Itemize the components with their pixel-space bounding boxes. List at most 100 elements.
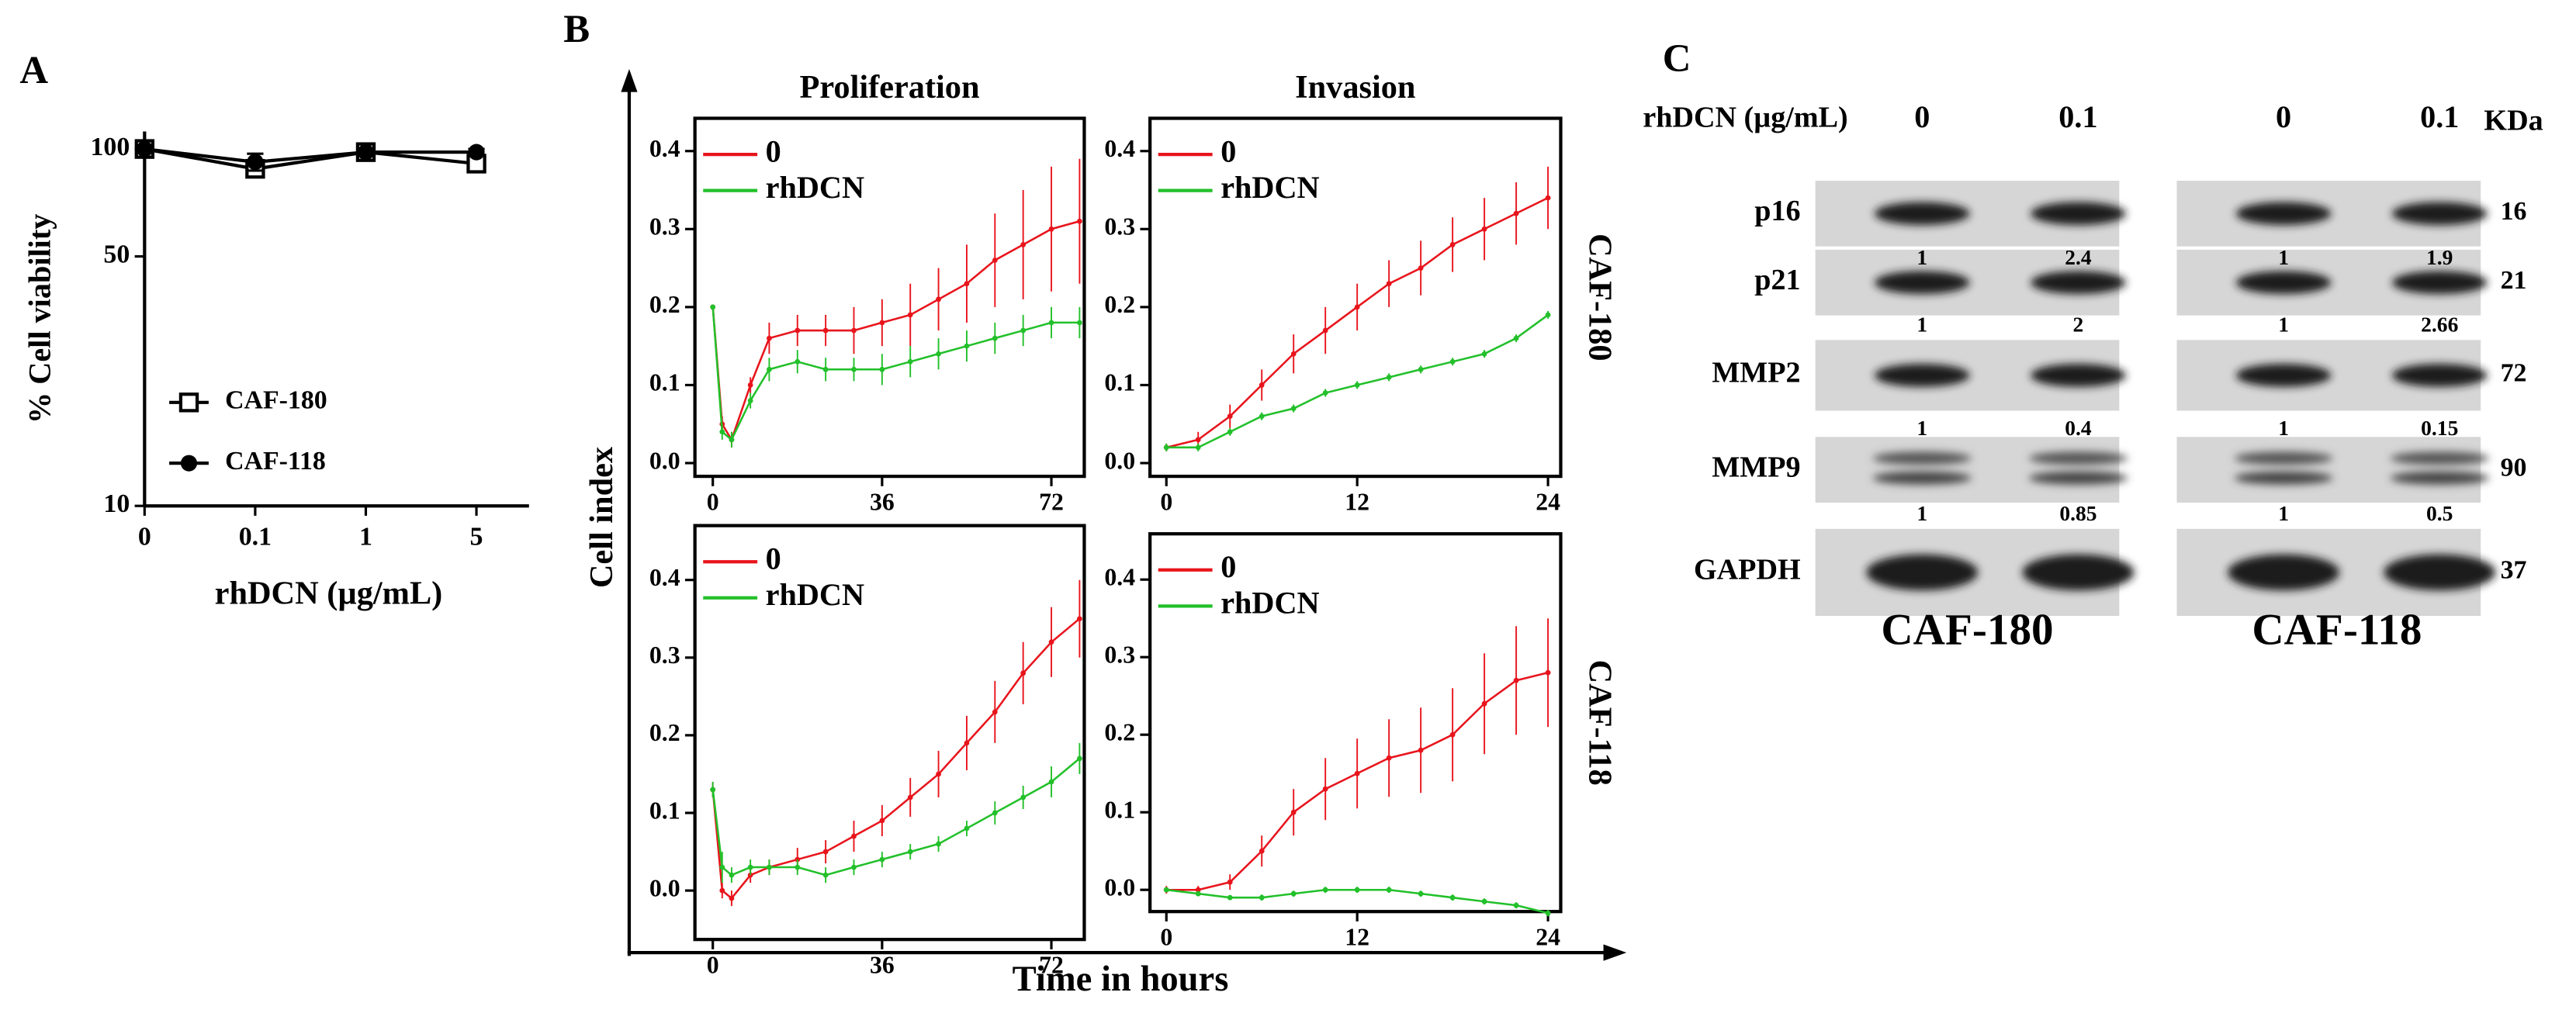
data-point bbox=[747, 382, 753, 388]
legend-marker bbox=[178, 392, 199, 413]
data-point bbox=[907, 312, 913, 318]
band-ratio: 0.4 bbox=[2065, 416, 2092, 440]
blot-band bbox=[2031, 202, 2126, 226]
data-point bbox=[767, 335, 772, 341]
data-point bbox=[1354, 770, 1360, 776]
data-point bbox=[1077, 218, 1082, 224]
band-ratio: 1 bbox=[1916, 501, 1927, 525]
y-tick-label: 0.2 bbox=[649, 719, 680, 746]
y-tick-label: 50 bbox=[103, 240, 130, 268]
data-point bbox=[907, 794, 913, 800]
y-tick-label: 0.0 bbox=[1104, 873, 1135, 901]
data-point bbox=[747, 872, 753, 878]
data-point bbox=[719, 429, 725, 435]
data-point bbox=[822, 872, 829, 878]
data-point bbox=[1513, 677, 1519, 683]
plot-frame bbox=[693, 116, 1086, 479]
data-point bbox=[1449, 894, 1456, 901]
data-point bbox=[1354, 304, 1360, 310]
blot-band bbox=[2235, 202, 2332, 226]
data-point bbox=[1227, 413, 1233, 420]
data-point bbox=[1386, 887, 1392, 893]
y-tick-label: 0.2 bbox=[649, 291, 680, 318]
band-ratio: 1.9 bbox=[2426, 245, 2453, 269]
blot-band bbox=[1872, 471, 1972, 485]
row-label: CAF-118 bbox=[1581, 660, 1618, 786]
data-point bbox=[719, 887, 725, 894]
data-point bbox=[1195, 890, 1201, 897]
x-tick-label: 36 bbox=[870, 488, 895, 515]
data-point bbox=[1513, 902, 1519, 908]
series-line bbox=[712, 306, 1080, 441]
blot-band bbox=[2031, 271, 2126, 295]
band-ratio: 1 bbox=[2278, 501, 2289, 525]
data-point bbox=[822, 327, 829, 334]
data-point bbox=[1418, 265, 1424, 271]
data-point bbox=[992, 709, 998, 715]
data-point bbox=[1418, 890, 1424, 897]
data-point bbox=[1386, 281, 1392, 287]
blot-band bbox=[2390, 471, 2489, 485]
x-tick-label: 24 bbox=[1536, 488, 1560, 515]
data-point bbox=[729, 872, 735, 878]
blot-band bbox=[2028, 471, 2128, 485]
protein-label: p21 bbox=[1754, 264, 1800, 296]
data-point bbox=[1545, 195, 1551, 201]
series-line bbox=[144, 147, 477, 164]
data-point bbox=[1048, 639, 1054, 645]
kda-value: 90 bbox=[2501, 453, 2527, 482]
data-point bbox=[1386, 755, 1392, 761]
blot-band bbox=[2031, 364, 2126, 387]
band-ratio: 0.15 bbox=[2421, 416, 2458, 440]
data-point bbox=[1481, 898, 1487, 904]
lane-label: 0 bbox=[1914, 99, 1930, 134]
data-point bbox=[1048, 320, 1054, 326]
blot-band bbox=[1866, 554, 1979, 591]
lane-label: 0 bbox=[2276, 99, 2291, 134]
data-point bbox=[822, 849, 829, 855]
arrow-head bbox=[1603, 944, 1627, 961]
data-point bbox=[1020, 242, 1027, 247]
data-point bbox=[1163, 444, 1169, 451]
blot-band bbox=[2028, 451, 2128, 465]
data-point bbox=[936, 771, 941, 777]
x-axis-label: Time in hours bbox=[1013, 959, 1229, 999]
blot-band bbox=[2390, 451, 2489, 465]
x-tick-label: 12 bbox=[1345, 488, 1369, 515]
x-tick-label: 36 bbox=[870, 951, 895, 978]
data-point bbox=[468, 143, 485, 161]
series-line bbox=[144, 147, 477, 171]
legend-marker bbox=[180, 455, 198, 472]
data-point bbox=[1481, 226, 1487, 232]
blot-band bbox=[2022, 554, 2135, 591]
band-ratio: 0.85 bbox=[2059, 501, 2096, 525]
data-point bbox=[729, 895, 735, 901]
plot-frame bbox=[693, 524, 1086, 942]
blot-band bbox=[2391, 364, 2488, 387]
data-point bbox=[1386, 374, 1392, 380]
data-point bbox=[1259, 382, 1265, 388]
y-tick-label: 0.4 bbox=[649, 135, 680, 162]
data-point bbox=[1322, 390, 1328, 396]
panel-label: B bbox=[563, 7, 590, 50]
lane-label: 0.1 bbox=[2420, 99, 2459, 134]
blot-band bbox=[1874, 202, 1970, 226]
y-tick-label: 0.0 bbox=[649, 447, 680, 474]
y-tick-label: 0.4 bbox=[1104, 135, 1135, 162]
chart-title: Invasion bbox=[1295, 69, 1415, 105]
band-ratio: 1 bbox=[1916, 245, 1927, 269]
y-tick-label: 0.4 bbox=[1104, 563, 1135, 590]
data-point bbox=[1322, 887, 1328, 893]
band-ratio: 2 bbox=[2073, 313, 2084, 337]
data-point bbox=[992, 258, 998, 263]
data-point bbox=[964, 825, 970, 832]
x-tick-label: 24 bbox=[1536, 923, 1560, 950]
data-point bbox=[1418, 366, 1424, 372]
data-point bbox=[1195, 887, 1201, 893]
data-point bbox=[1077, 320, 1082, 326]
data-point bbox=[1290, 809, 1297, 815]
data-point bbox=[767, 864, 772, 870]
data-point bbox=[851, 327, 857, 334]
